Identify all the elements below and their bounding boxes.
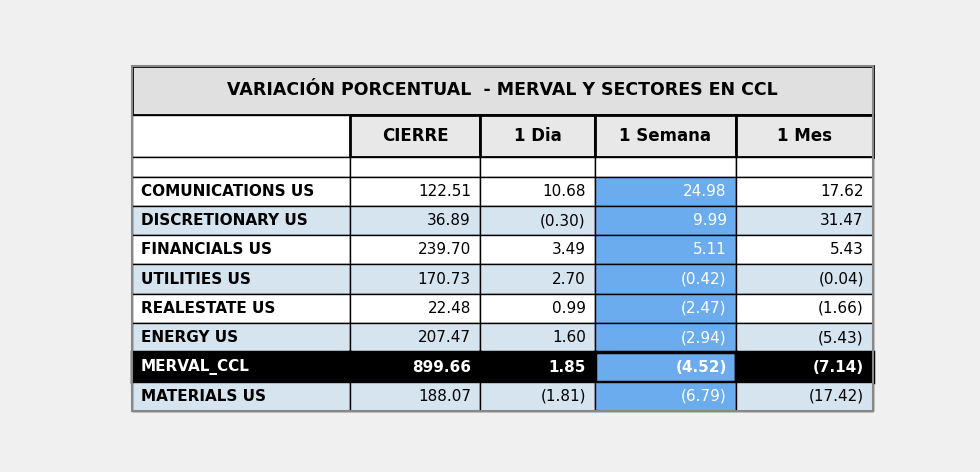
Text: 188.07: 188.07	[417, 389, 471, 404]
Text: 17.62: 17.62	[820, 184, 863, 199]
Bar	[131, 115, 350, 157]
Bar	[480, 235, 595, 264]
Text: 1.85: 1.85	[549, 360, 586, 375]
Text: 1 Semana: 1 Semana	[619, 126, 711, 145]
Text: 22.48: 22.48	[427, 301, 471, 316]
Text: MATERIALS US: MATERIALS US	[141, 389, 266, 404]
Bar	[736, 294, 873, 323]
Bar	[736, 382, 873, 411]
Text: (0.30): (0.30)	[540, 213, 586, 228]
Bar	[131, 235, 350, 264]
Bar	[595, 382, 736, 411]
Text: (0.04): (0.04)	[818, 271, 863, 287]
Text: 207.47: 207.47	[417, 330, 471, 345]
Text: 5.43: 5.43	[830, 242, 863, 257]
Bar	[595, 177, 736, 206]
Bar	[350, 353, 480, 382]
Bar	[595, 206, 736, 235]
Text: COMUNICATIONS US: COMUNICATIONS US	[141, 184, 314, 199]
Bar	[350, 115, 480, 157]
Bar	[480, 177, 595, 206]
Bar	[480, 353, 595, 382]
Bar	[131, 353, 350, 382]
Bar	[131, 66, 873, 115]
Text: (17.42): (17.42)	[808, 389, 863, 404]
Text: (1.66): (1.66)	[818, 301, 863, 316]
Bar	[480, 264, 595, 294]
Text: ENERGY US: ENERGY US	[141, 330, 238, 345]
Bar	[350, 294, 480, 323]
Bar	[350, 177, 480, 206]
Bar	[595, 294, 736, 323]
Text: 122.51: 122.51	[417, 184, 471, 199]
Bar	[131, 206, 350, 235]
Text: MERVAL_CCL: MERVAL_CCL	[141, 359, 250, 375]
Bar	[480, 115, 595, 157]
Bar	[595, 157, 736, 177]
Text: (4.52): (4.52)	[675, 360, 726, 375]
Text: DISCRETIONARY US: DISCRETIONARY US	[141, 213, 308, 228]
Text: 1.60: 1.60	[552, 330, 586, 345]
Bar	[350, 264, 480, 294]
Text: (1.81): (1.81)	[540, 389, 586, 404]
Text: 9.99: 9.99	[693, 213, 726, 228]
Bar	[480, 157, 595, 177]
Bar	[736, 115, 873, 157]
Text: 36.89: 36.89	[427, 213, 471, 228]
Bar	[595, 235, 736, 264]
Text: (6.79): (6.79)	[681, 389, 726, 404]
Bar	[736, 323, 873, 353]
Bar	[736, 353, 873, 382]
Text: (2.94): (2.94)	[681, 330, 726, 345]
Text: FINANCIALS US: FINANCIALS US	[141, 242, 271, 257]
Bar	[131, 294, 350, 323]
Bar	[736, 157, 873, 177]
Text: 5.11: 5.11	[693, 242, 726, 257]
Bar	[131, 177, 350, 206]
Bar	[736, 177, 873, 206]
Bar	[131, 157, 350, 177]
Text: 2.70: 2.70	[552, 271, 586, 287]
Text: 899.66: 899.66	[412, 360, 471, 375]
Bar	[350, 206, 480, 235]
Bar	[131, 264, 350, 294]
Text: 0.99: 0.99	[552, 301, 586, 316]
Bar	[350, 382, 480, 411]
Text: VARIACIÓN PORCENTUAL  - MERVAL Y SECTORES EN CCL: VARIACIÓN PORCENTUAL - MERVAL Y SECTORES…	[227, 81, 777, 99]
Bar	[736, 206, 873, 235]
Text: 31.47: 31.47	[820, 213, 863, 228]
Bar	[736, 264, 873, 294]
Text: (5.43): (5.43)	[818, 330, 863, 345]
Bar	[480, 294, 595, 323]
Text: 170.73: 170.73	[417, 271, 471, 287]
Text: 24.98: 24.98	[683, 184, 726, 199]
Text: REALESTATE US: REALESTATE US	[141, 301, 275, 316]
Bar	[480, 323, 595, 353]
Bar	[595, 264, 736, 294]
Bar	[350, 157, 480, 177]
Bar	[131, 323, 350, 353]
Bar	[595, 353, 736, 382]
Text: (7.14): (7.14)	[812, 360, 863, 375]
Bar	[480, 206, 595, 235]
Bar	[736, 235, 873, 264]
Bar	[595, 115, 736, 157]
Text: 1 Dia: 1 Dia	[514, 126, 562, 145]
Bar	[595, 323, 736, 353]
Text: 1 Mes: 1 Mes	[777, 126, 832, 145]
Text: UTILITIES US: UTILITIES US	[141, 271, 251, 287]
Bar	[350, 235, 480, 264]
Bar	[480, 382, 595, 411]
Bar	[131, 382, 350, 411]
Text: (0.42): (0.42)	[681, 271, 726, 287]
Text: 239.70: 239.70	[417, 242, 471, 257]
Bar	[350, 323, 480, 353]
Text: (2.47): (2.47)	[681, 301, 726, 316]
Text: 3.49: 3.49	[552, 242, 586, 257]
Text: CIERRE: CIERRE	[382, 126, 449, 145]
Text: 10.68: 10.68	[542, 184, 586, 199]
